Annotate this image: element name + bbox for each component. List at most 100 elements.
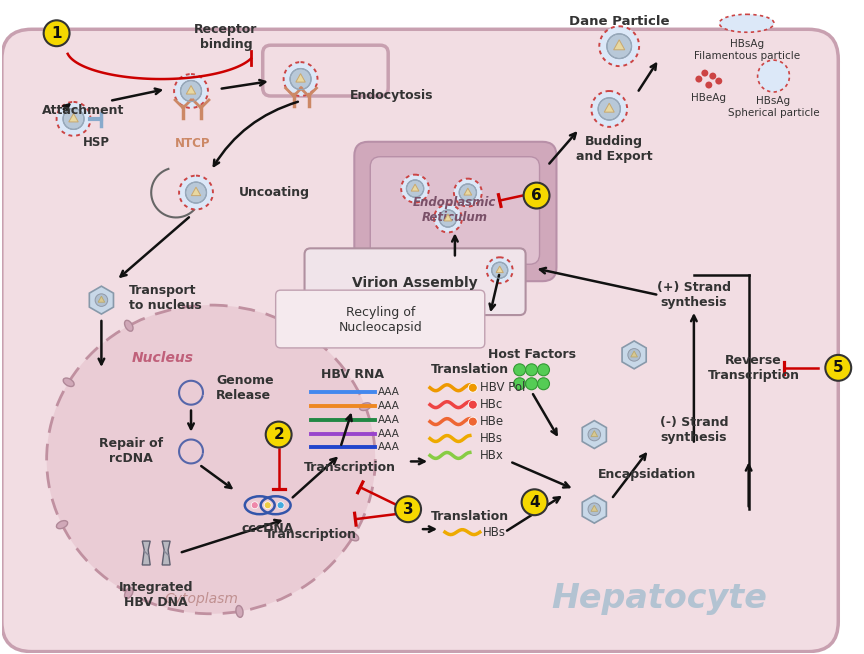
Circle shape xyxy=(401,175,429,203)
Text: Translation: Translation xyxy=(431,509,509,523)
Polygon shape xyxy=(295,74,305,82)
Text: Attachment: Attachment xyxy=(41,105,124,118)
Circle shape xyxy=(537,378,550,390)
Polygon shape xyxy=(187,86,196,94)
Ellipse shape xyxy=(124,320,133,331)
Text: Genome
Release: Genome Release xyxy=(216,373,274,402)
Text: Transcription: Transcription xyxy=(264,528,357,541)
Text: Host Factors: Host Factors xyxy=(487,349,575,362)
Circle shape xyxy=(486,257,512,283)
FancyBboxPatch shape xyxy=(371,157,539,264)
Text: AAA: AAA xyxy=(378,428,400,439)
Text: cccDNA: cccDNA xyxy=(242,522,294,535)
Ellipse shape xyxy=(359,403,371,411)
Text: Budding
and Export: Budding and Export xyxy=(576,135,652,163)
Circle shape xyxy=(277,502,284,509)
Text: HBV Pol: HBV Pol xyxy=(480,381,525,394)
Polygon shape xyxy=(191,187,200,196)
Text: Transport
to nucleus: Transport to nucleus xyxy=(130,284,202,312)
FancyBboxPatch shape xyxy=(304,249,525,315)
Text: Nucleus: Nucleus xyxy=(132,351,194,365)
Text: 1: 1 xyxy=(51,26,62,41)
Circle shape xyxy=(439,210,456,227)
Circle shape xyxy=(758,60,790,92)
Text: HBs: HBs xyxy=(480,432,503,445)
Text: HBsAg
Spherical particle: HBsAg Spherical particle xyxy=(727,96,819,118)
Text: (+) Strand
synthesis: (+) Strand synthesis xyxy=(657,281,731,309)
Circle shape xyxy=(454,179,482,207)
Text: Hepatocyte: Hepatocyte xyxy=(551,582,767,615)
Circle shape xyxy=(525,364,537,376)
Text: 5: 5 xyxy=(833,360,843,375)
Text: HSP: HSP xyxy=(83,136,110,149)
Text: Endoplasmic
Reticulum: Endoplasmic Reticulum xyxy=(413,196,497,224)
Text: 4: 4 xyxy=(530,495,540,509)
Circle shape xyxy=(468,417,477,426)
Polygon shape xyxy=(411,184,419,191)
Ellipse shape xyxy=(63,378,74,387)
Circle shape xyxy=(825,355,851,381)
Ellipse shape xyxy=(236,606,243,617)
Polygon shape xyxy=(464,188,472,195)
Circle shape xyxy=(175,74,208,108)
Polygon shape xyxy=(631,351,638,357)
Ellipse shape xyxy=(289,320,297,331)
Circle shape xyxy=(709,73,716,80)
Circle shape xyxy=(696,76,702,82)
Circle shape xyxy=(63,109,84,129)
Circle shape xyxy=(522,489,548,515)
Polygon shape xyxy=(622,341,646,369)
Circle shape xyxy=(514,364,525,376)
Text: HBsAg
Filamentous particle: HBsAg Filamentous particle xyxy=(694,39,800,61)
Circle shape xyxy=(537,364,550,376)
Circle shape xyxy=(702,69,708,77)
Circle shape xyxy=(600,26,639,66)
Ellipse shape xyxy=(348,532,359,541)
Text: HBe: HBe xyxy=(480,415,504,428)
Text: (-) Strand
synthesis: (-) Strand synthesis xyxy=(659,415,728,443)
Text: Dane Particle: Dane Particle xyxy=(569,15,670,28)
Circle shape xyxy=(181,80,201,101)
Text: Reverse
Transcription: Reverse Transcription xyxy=(708,354,799,382)
Text: Recyling of
Nucleocapsid: Recyling of Nucleocapsid xyxy=(339,306,422,334)
Circle shape xyxy=(588,428,600,441)
Ellipse shape xyxy=(719,14,774,32)
Circle shape xyxy=(468,383,477,392)
Text: AAA: AAA xyxy=(378,443,400,453)
Text: AAA: AAA xyxy=(378,387,400,397)
Polygon shape xyxy=(591,430,598,437)
Circle shape xyxy=(406,180,423,198)
Polygon shape xyxy=(69,114,79,122)
Circle shape xyxy=(598,98,620,120)
Text: 2: 2 xyxy=(273,427,284,442)
Text: HBV RNA: HBV RNA xyxy=(321,368,384,381)
Circle shape xyxy=(459,184,476,201)
Text: Uncoating: Uncoating xyxy=(238,186,310,199)
Text: HBeAg: HBeAg xyxy=(691,93,727,103)
Polygon shape xyxy=(444,214,452,221)
Circle shape xyxy=(283,62,317,96)
Text: Transcription: Transcription xyxy=(304,461,397,474)
Text: HBx: HBx xyxy=(480,449,504,462)
Text: Integrated
HBV DNA: Integrated HBV DNA xyxy=(119,581,194,609)
Circle shape xyxy=(179,176,213,209)
Polygon shape xyxy=(582,495,607,523)
Circle shape xyxy=(588,503,600,515)
Polygon shape xyxy=(613,40,625,50)
Circle shape xyxy=(95,294,108,306)
Circle shape xyxy=(492,262,508,278)
Text: HBs: HBs xyxy=(483,526,505,539)
Text: Cytoplasm: Cytoplasm xyxy=(164,592,238,606)
Circle shape xyxy=(44,20,69,46)
Circle shape xyxy=(705,82,712,88)
Circle shape xyxy=(628,349,640,361)
Circle shape xyxy=(434,205,462,232)
FancyBboxPatch shape xyxy=(263,45,388,96)
Polygon shape xyxy=(89,286,113,314)
Circle shape xyxy=(468,400,477,409)
Polygon shape xyxy=(591,506,598,511)
FancyBboxPatch shape xyxy=(354,142,556,281)
Circle shape xyxy=(514,378,525,390)
Text: Encapsidation: Encapsidation xyxy=(598,468,696,481)
Circle shape xyxy=(395,496,421,522)
